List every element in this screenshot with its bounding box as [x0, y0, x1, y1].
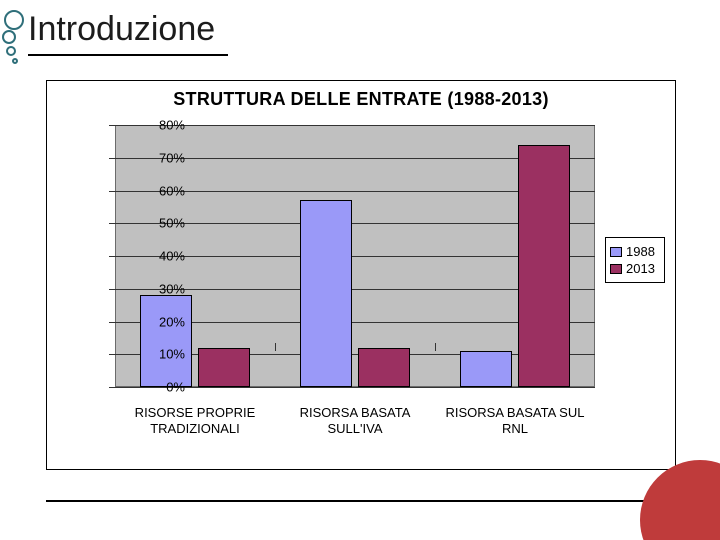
chart-bar [358, 348, 410, 387]
chart-plot-area [115, 125, 595, 387]
chart-y-label: 70% [159, 150, 185, 165]
chart-x-label: RISORSA BASATASULL'IVA [300, 405, 411, 438]
chart-y-label: 50% [159, 216, 185, 231]
chart-title: STRUTTURA DELLE ENTRATE (1988-2013) [47, 89, 675, 110]
chart-bar [518, 145, 570, 387]
chart-gridline [115, 387, 595, 388]
slide-footer-rule [46, 500, 676, 502]
legend-label: 1988 [626, 244, 655, 259]
chart-bar [300, 200, 352, 387]
chart-group-separator [435, 343, 436, 351]
chart-y-label: 20% [159, 314, 185, 329]
chart-container: STRUTTURA DELLE ENTRATE (1988-2013) 1988… [46, 80, 676, 470]
chart-bar [198, 348, 250, 387]
chart-x-label: RISORSA BASATA SULRNL [446, 405, 585, 438]
chart-legend: 1988 2013 [605, 237, 665, 283]
slide-root: Introduzione STRUTTURA DELLE ENTRATE (19… [0, 0, 720, 540]
chart-bar [460, 351, 512, 387]
chart-y-tick [109, 354, 115, 355]
bullet-circle-icon [2, 30, 16, 44]
chart-y-tick [109, 289, 115, 290]
legend-swatch-icon [610, 247, 622, 257]
chart-y-label: 30% [159, 281, 185, 296]
chart-y-tick [109, 191, 115, 192]
chart-gridline [115, 125, 595, 126]
chart-y-label: 60% [159, 183, 185, 198]
chart-y-tick [109, 387, 115, 388]
chart-y-label: 0% [166, 380, 185, 395]
bullet-circle-icon [12, 58, 18, 64]
chart-y-tick [109, 256, 115, 257]
chart-y-label: 40% [159, 249, 185, 264]
chart-bar [140, 295, 192, 387]
legend-item: 2013 [610, 261, 660, 276]
chart-x-label: RISORSE PROPRIETRADIZIONALI [135, 405, 256, 438]
legend-item: 1988 [610, 244, 660, 259]
chart-y-tick [109, 223, 115, 224]
legend-swatch-icon [610, 264, 622, 274]
corner-arc-decor [640, 460, 720, 540]
legend-label: 2013 [626, 261, 655, 276]
chart-y-tick [109, 158, 115, 159]
chart-y-label: 10% [159, 347, 185, 362]
chart-y-tick [109, 125, 115, 126]
bullet-circle-icon [6, 46, 16, 56]
chart-group-separator [275, 343, 276, 351]
bullet-circle-icon [4, 10, 24, 30]
chart-y-tick [109, 322, 115, 323]
slide-title: Introduzione [28, 10, 215, 49]
title-underline [28, 54, 228, 56]
chart-y-label: 80% [159, 118, 185, 133]
